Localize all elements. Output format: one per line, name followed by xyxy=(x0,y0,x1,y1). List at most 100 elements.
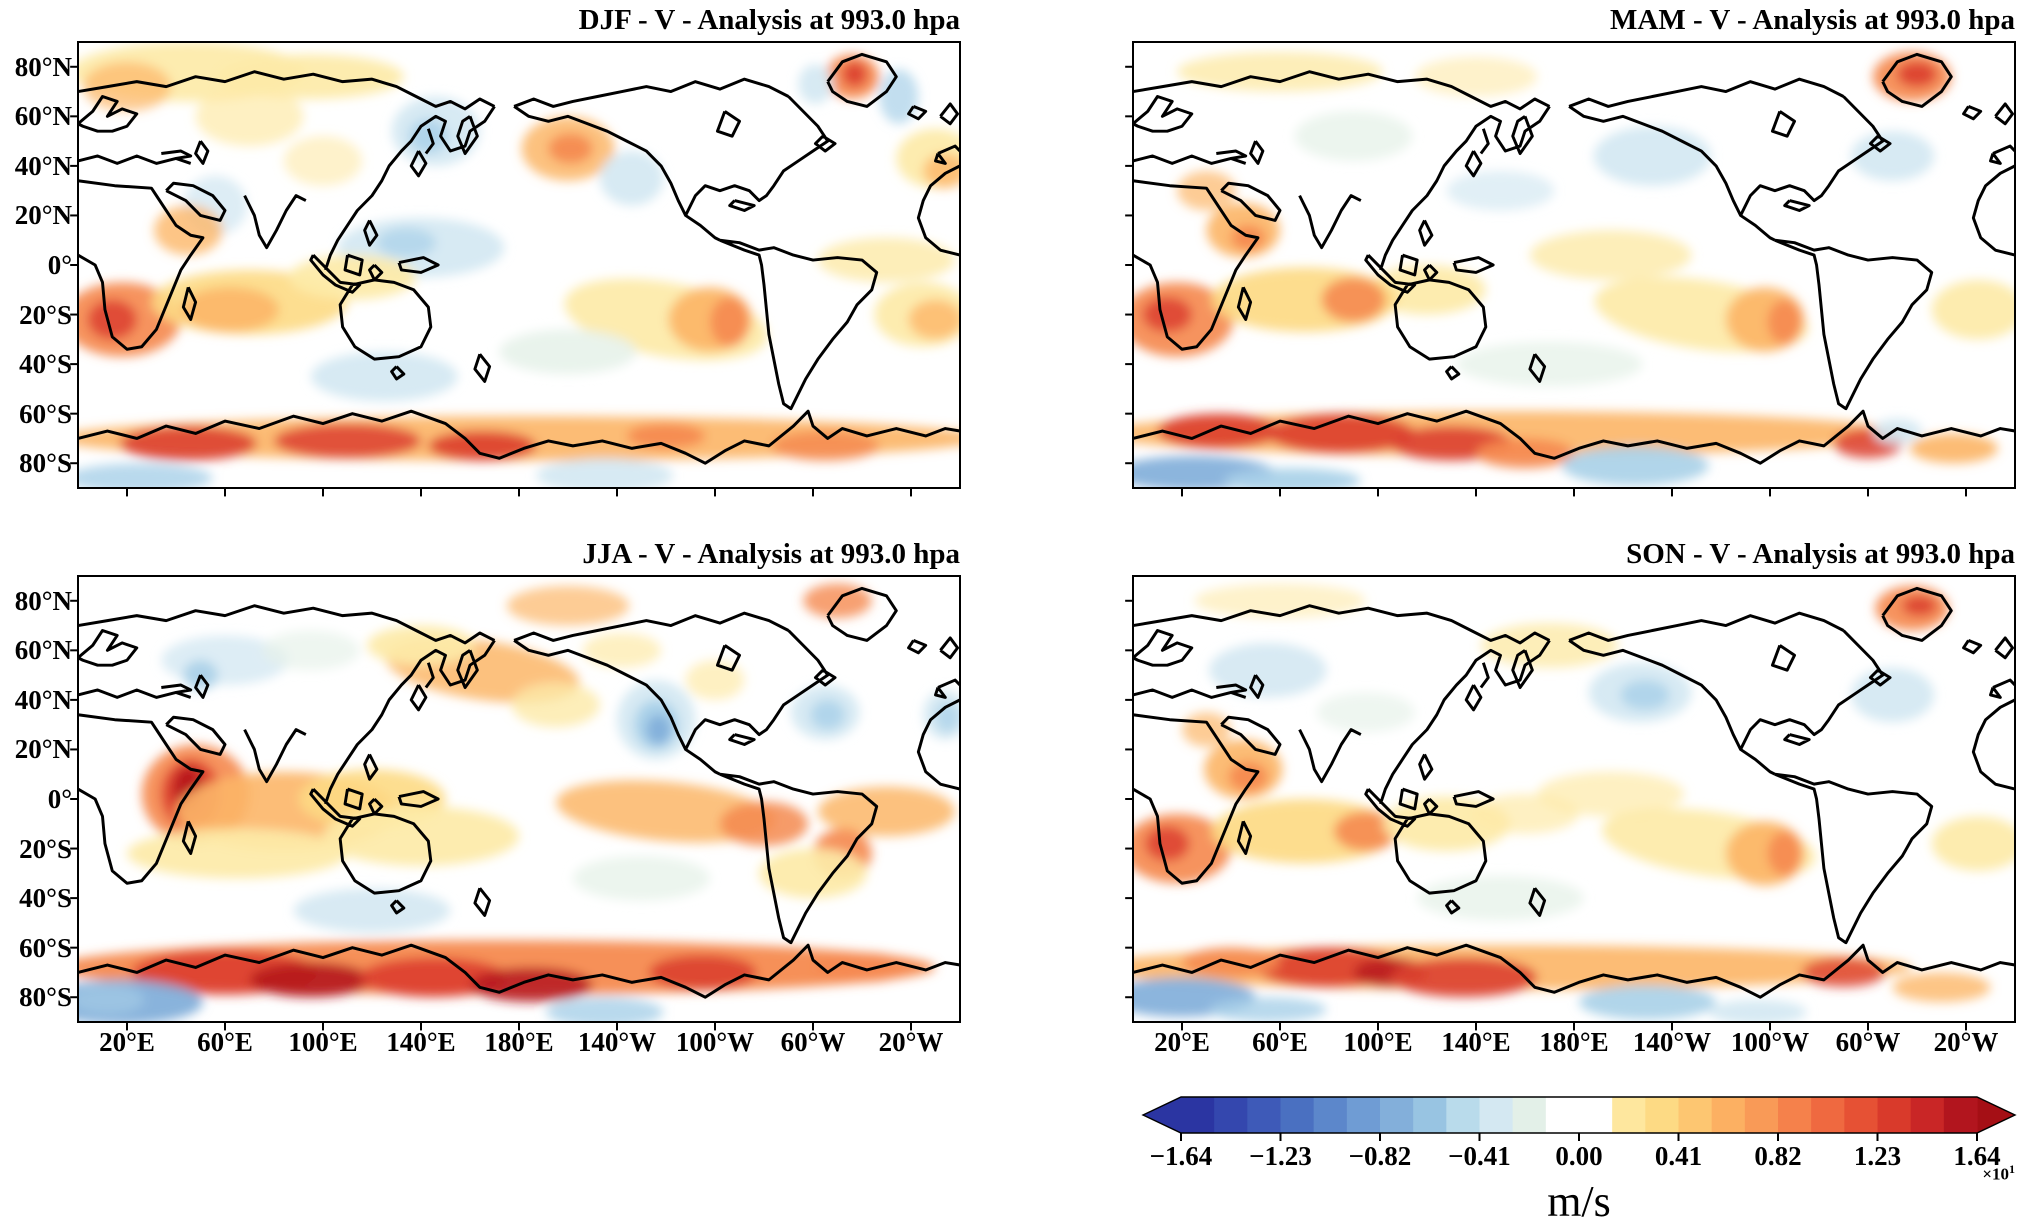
colorbar-tick-label: −1.64 xyxy=(1149,1141,1213,1171)
anomaly-blob xyxy=(1872,418,1922,444)
anomaly-blob xyxy=(1414,56,1538,97)
panel-title-jja: JJA - V - Analysis at 993.0 hpa xyxy=(582,538,960,570)
anomaly-blob xyxy=(1208,642,1327,698)
anomaly-blob xyxy=(1182,712,1231,747)
lat-tick-label: 20°S xyxy=(19,299,72,330)
anomaly-blob xyxy=(923,153,961,189)
anomaly-blob xyxy=(1333,811,1398,852)
anomaly-blob xyxy=(842,61,867,87)
colorbar-segment xyxy=(1744,1097,1779,1133)
anomaly-blob xyxy=(1909,433,1998,464)
lat-tick-label: 40°N xyxy=(14,684,72,715)
anomaly-blob xyxy=(1177,51,1383,92)
anomaly-blob xyxy=(310,351,458,402)
scale-exponent: 1 xyxy=(2009,1162,2015,1176)
lon-tick-label: 140°E xyxy=(1441,1027,1511,1057)
anomaly-blob xyxy=(536,458,674,488)
lat-tick-label: 60°N xyxy=(14,635,72,666)
lat-tick-label: 80°N xyxy=(14,51,72,82)
map-panel-jja xyxy=(78,576,960,1022)
anomaly-blob xyxy=(183,660,218,690)
lon-tick-label: 60°E xyxy=(197,1027,253,1057)
map-svg xyxy=(1133,42,2015,488)
colorbar-segment xyxy=(1678,1097,1713,1133)
anomaly-blob xyxy=(1476,438,1574,469)
anomaly-blob xyxy=(1897,61,1937,87)
anomaly-blob xyxy=(1294,111,1413,161)
colorbar-segment xyxy=(1910,1097,1945,1133)
anomaly-blob xyxy=(1471,794,1579,834)
map-svg xyxy=(1133,576,2015,1022)
colorbar-tick-label: 0.00 xyxy=(1555,1141,1603,1171)
colorbar-tick-label: 1.64 xyxy=(1953,1141,2001,1171)
anomaly-blob xyxy=(428,431,537,461)
lon-tick-label: 100°W xyxy=(1730,1027,1810,1057)
anomaly-blob xyxy=(1801,957,1886,988)
lat-tick-label: 80°S xyxy=(19,982,72,1013)
anomaly-blob xyxy=(499,329,637,375)
colorbar-segment xyxy=(1711,1097,1746,1133)
anomaly-blob xyxy=(1767,831,1802,876)
colorbar-tick-label: −1.23 xyxy=(1249,1141,1312,1171)
anomaly-field xyxy=(78,583,961,1022)
lat-tick-label: 80°S xyxy=(19,448,72,479)
lat-tick-label: 60°N xyxy=(14,101,72,132)
anomaly-blob xyxy=(78,463,213,488)
lon-tick-label: 140°W xyxy=(577,1027,657,1057)
anomaly-blob xyxy=(195,86,304,147)
lat-tick-label: 20°N xyxy=(14,200,72,231)
lat-tick-label: 20°S xyxy=(19,833,72,864)
anomaly-blob xyxy=(274,423,421,459)
colorbar-segment xyxy=(1280,1097,1315,1133)
scale-multiplier: ×10 xyxy=(1982,1164,2009,1184)
lon-tick-label: 180°E xyxy=(484,1027,554,1057)
map-panel-djf xyxy=(78,42,960,488)
anomaly-blob xyxy=(1529,230,1692,280)
lon-tick-label: 60°W xyxy=(780,1027,846,1057)
anomaly-blob xyxy=(1223,468,1361,488)
anomaly-blob xyxy=(511,682,600,728)
anomaly-blob xyxy=(771,431,880,461)
colorbar-arrow-right xyxy=(1977,1097,2015,1133)
axis-ticks xyxy=(70,601,911,1031)
anomaly-blob xyxy=(1850,667,1935,723)
anomaly-blob xyxy=(817,786,956,837)
colorbar-segment xyxy=(1612,1097,1646,1133)
anomaly-field xyxy=(1133,583,2015,1022)
colorbar-segment xyxy=(1479,1097,1514,1133)
anomaly-blob xyxy=(1850,131,1935,181)
panel-title-mam: MAM - V - Analysis at 993.0 hpa xyxy=(1610,4,2015,36)
anomaly-blob xyxy=(1480,623,1619,668)
lon-tick-label: 20°W xyxy=(878,1027,944,1057)
lon-tick-label: 100°E xyxy=(1343,1027,1413,1057)
lat-tick-label: 80°N xyxy=(14,585,72,616)
lat-tick-label: 60°S xyxy=(19,932,72,963)
colorbar-segment xyxy=(1545,1097,1580,1133)
colorbar-segment xyxy=(1943,1097,1978,1133)
anomaly-blob xyxy=(1145,826,1190,861)
lon-tick-label: 20°E xyxy=(1154,1027,1210,1057)
anomaly-blob xyxy=(572,855,711,901)
colorbar-segment xyxy=(1844,1097,1879,1133)
colorbar-tick-label: 1.23 xyxy=(1853,1141,1902,1171)
map-panel-son xyxy=(1133,576,2015,1022)
lon-tick-label: 180°E xyxy=(1539,1027,1609,1057)
panel-title-son: SON - V - Analysis at 993.0 hpa xyxy=(1626,538,2015,570)
anomaly-blob xyxy=(798,64,833,104)
lat-tick-label: 0° xyxy=(47,250,72,280)
anomaly-blob xyxy=(82,61,172,112)
colorbar-segment xyxy=(1413,1097,1447,1133)
anomaly-blob xyxy=(1228,761,1268,792)
anomaly-blob xyxy=(87,299,137,340)
anomaly-blob xyxy=(879,69,919,124)
colorbar-tick-label: 0.82 xyxy=(1754,1141,1802,1171)
colorbar-segment xyxy=(1446,1097,1481,1133)
lon-tick-label: 20°W xyxy=(1933,1027,1999,1057)
map-svg xyxy=(78,576,960,1022)
lon-tick-label: 60°E xyxy=(1252,1027,1308,1057)
anomaly-blob xyxy=(1537,771,1685,817)
lon-tick-label: 140°E xyxy=(386,1027,456,1057)
colorbar-segment xyxy=(1877,1097,1912,1133)
anomaly-blob xyxy=(1446,170,1555,211)
anomaly-blob xyxy=(810,699,845,730)
